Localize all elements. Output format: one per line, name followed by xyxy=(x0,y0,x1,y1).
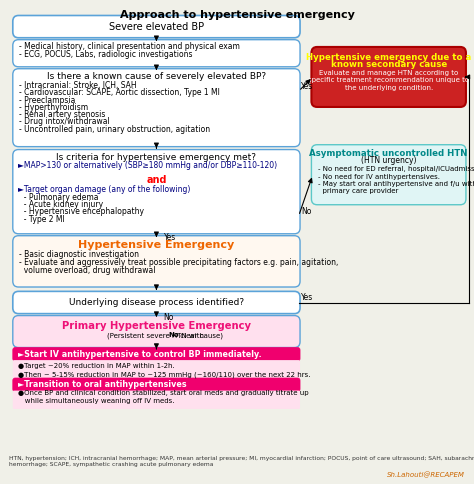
Text: ►Transition to oral antihypertensives: ►Transition to oral antihypertensives xyxy=(18,380,187,389)
FancyBboxPatch shape xyxy=(13,15,300,38)
Text: ►MAP>130 or alternatively (SBP≥180 mmHg and/or DBP≥110-120): ►MAP>130 or alternatively (SBP≥180 mmHg … xyxy=(18,161,277,170)
Text: - Basic diagnostic investigation: - Basic diagnostic investigation xyxy=(19,250,139,258)
Text: Approach to hypertensive emergency: Approach to hypertensive emergency xyxy=(119,11,355,20)
Text: and: and xyxy=(146,175,167,185)
Text: - Evaluate and aggressively treat possible precipitating factors e.g. pain, agit: - Evaluate and aggressively treat possib… xyxy=(19,258,338,267)
Text: - Medical history, clinical presentation and physical exam: - Medical history, clinical presentation… xyxy=(19,43,240,51)
Text: - No need for IV antihypertensives.: - No need for IV antihypertensives. xyxy=(318,174,439,180)
Text: Is there a known cause of severely elevated BP?: Is there a known cause of severely eleva… xyxy=(47,73,266,81)
FancyBboxPatch shape xyxy=(13,69,300,147)
Text: - No need for ED referral, hospital/ICUadmission.: - No need for ED referral, hospital/ICUa… xyxy=(318,166,474,172)
Text: - May start oral antihypertensive and f/u with: - May start oral antihypertensive and f/… xyxy=(318,181,474,187)
FancyBboxPatch shape xyxy=(311,145,466,205)
Text: - Preeclampsia: - Preeclampsia xyxy=(19,96,75,105)
FancyBboxPatch shape xyxy=(311,47,466,107)
Text: - Cardiovascular: SCAPE, Aortic dissection, Type 1 MI: - Cardiovascular: SCAPE, Aortic dissecti… xyxy=(19,89,220,97)
FancyBboxPatch shape xyxy=(13,150,300,234)
Text: HTN, hypertension; ICH, intracranial hemorrhage; MAP, mean arterial pressure; MI: HTN, hypertension; ICH, intracranial hem… xyxy=(9,456,474,467)
Text: - Pulmonary edema: - Pulmonary edema xyxy=(19,193,99,202)
FancyBboxPatch shape xyxy=(13,391,300,409)
Text: No: No xyxy=(164,313,174,321)
Text: No: No xyxy=(168,333,179,338)
Text: ●Then ~ 5-15% reduction in MAP to ~125 mmHg (~160/110) over the next 22 hrs.: ●Then ~ 5-15% reduction in MAP to ~125 m… xyxy=(18,371,310,378)
Text: known secondary cause: known secondary cause xyxy=(330,60,447,69)
Text: - Intracranial: Stroke, ICH, SAH: - Intracranial: Stroke, ICH, SAH xyxy=(19,81,137,90)
Text: - Hyperthyroidism: - Hyperthyroidism xyxy=(19,103,88,112)
Text: Underlying disease process identified?: Underlying disease process identified? xyxy=(69,298,244,307)
FancyBboxPatch shape xyxy=(13,40,300,67)
Text: Sh.Lahouti@RECAPEM: Sh.Lahouti@RECAPEM xyxy=(387,472,465,478)
Text: - Hypertensive encephalopathy: - Hypertensive encephalopathy xyxy=(19,208,144,216)
Text: - Renal artery stenosis: - Renal artery stenosis xyxy=(19,110,105,119)
Text: clear cause): clear cause) xyxy=(178,332,223,339)
Text: Primary Hypertensive Emergency: Primary Hypertensive Emergency xyxy=(62,321,251,331)
Text: Evaluate and manage HTN according to
specific treatment recommendation unique to: Evaluate and manage HTN according to spe… xyxy=(308,70,469,91)
Text: Is criteria for hypertensive emergency met?: Is criteria for hypertensive emergency m… xyxy=(56,153,256,162)
Text: Yes: Yes xyxy=(301,82,313,91)
Text: ●Once BP and clinical condition stabilized, start oral meds and gradually titrat: ●Once BP and clinical condition stabiliz… xyxy=(18,390,309,404)
Text: Yes: Yes xyxy=(301,293,313,302)
Text: Severe elevated BP: Severe elevated BP xyxy=(109,22,204,31)
Text: No: No xyxy=(301,207,311,216)
Text: ►Target organ damage (any of the following): ►Target organ damage (any of the followi… xyxy=(18,185,191,194)
Text: - Uncontrolled pain, urinary obstruction, agitation: - Uncontrolled pain, urinary obstruction… xyxy=(19,125,210,134)
Text: Yes: Yes xyxy=(164,233,176,242)
Text: ●Target ~20% reduction in MAP within 1-2h.: ●Target ~20% reduction in MAP within 1-2… xyxy=(18,363,175,369)
Text: - Drug intox/withdrawal: - Drug intox/withdrawal xyxy=(19,118,109,126)
FancyBboxPatch shape xyxy=(13,236,300,287)
Text: volume overload, drug withdrawal: volume overload, drug withdrawal xyxy=(19,266,155,275)
FancyBboxPatch shape xyxy=(13,291,300,314)
Text: - Acute kidney injury: - Acute kidney injury xyxy=(19,200,103,209)
FancyBboxPatch shape xyxy=(13,360,300,380)
Text: ►Start IV antihypertensive to control BP immediately.: ►Start IV antihypertensive to control BP… xyxy=(18,350,262,359)
Text: - ECG, POCUS, Labs, radiologic investigations: - ECG, POCUS, Labs, radiologic investiga… xyxy=(19,50,192,59)
Text: - Type 2 MI: - Type 2 MI xyxy=(19,215,65,224)
Text: Hypertensive emergency due to a: Hypertensive emergency due to a xyxy=(306,53,471,61)
FancyBboxPatch shape xyxy=(13,378,300,392)
Text: (HTN urgency): (HTN urgency) xyxy=(361,156,417,165)
Text: Asymptomatic uncontrolled HTN: Asymptomatic uncontrolled HTN xyxy=(310,149,468,158)
Text: (Persistent severe HTN with: (Persistent severe HTN with xyxy=(107,332,206,339)
FancyBboxPatch shape xyxy=(13,348,300,361)
FancyBboxPatch shape xyxy=(13,316,300,348)
Text: primary care provider: primary care provider xyxy=(318,188,398,194)
Text: Hypertensive Emergency: Hypertensive Emergency xyxy=(78,240,235,250)
